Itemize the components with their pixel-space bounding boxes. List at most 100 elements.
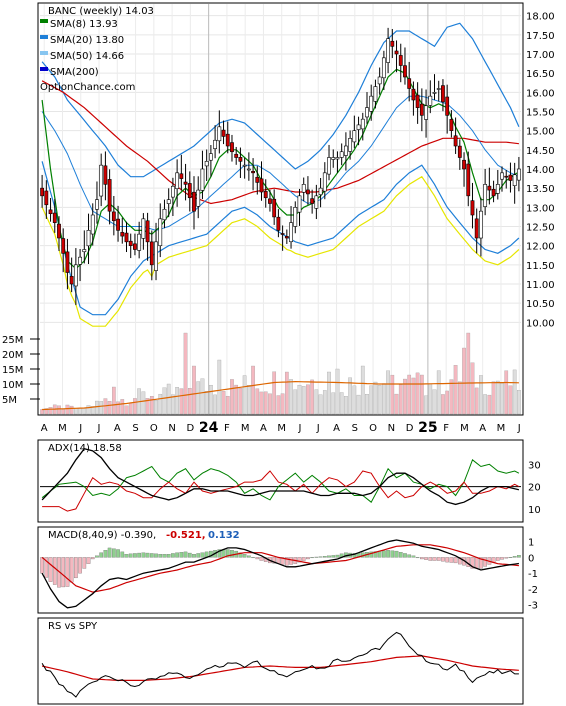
volume-bar [394,393,399,415]
volume-bar [462,347,466,415]
volume-bar [339,392,344,415]
macd-histogram-bar [386,550,390,558]
volume-bar [162,387,167,415]
volume-average-line [42,380,519,411]
macd-histogram-bar [289,557,293,565]
price-tick-label: 11.00 [526,280,555,291]
month-label: M [241,423,250,434]
candle-body [44,190,49,206]
candle-body [272,198,277,218]
macd-histogram-bar [415,557,420,559]
macd-histogram-bar [445,557,449,563]
adx-area: 30 20 10 [40,447,541,516]
candle-body [225,133,230,147]
macd-histogram-bar [428,557,433,561]
candle-body [171,185,175,198]
volume-bar [377,385,382,415]
candle-body [327,157,331,175]
candle-body [73,264,78,287]
month-label: O [150,423,158,434]
macd-histogram-bar [314,556,319,558]
candle-body [500,172,504,180]
macd-histogram-bar [479,557,483,569]
volume-bar [200,378,205,415]
candle-body [137,233,142,251]
macd-histogram-bar [322,556,327,558]
sma50-line [41,80,519,205]
candle-body [166,199,171,204]
candle-body [179,173,184,179]
candle-body [200,168,205,191]
volume-bar [390,374,395,415]
volume-bar [99,401,104,415]
volume-bar [259,391,264,415]
macd-histogram-bar [398,552,403,558]
adx-minus-di-line [42,470,520,512]
macd-histogram-bar [99,552,104,558]
macd-histogram-bar [44,557,49,578]
macd-histogram-bar [120,551,125,558]
macd-signal-line [41,544,519,593]
candle-body [474,218,479,239]
volume-bar [293,389,298,415]
macd-histogram-bar [95,555,99,558]
candle-body [208,153,213,161]
legend-sma20: SMA(20) 13.80 [50,35,124,46]
macd-histogram-bar [453,557,458,564]
candle-body [419,103,424,116]
candle-body [398,55,403,66]
volume-bar [154,400,158,415]
rs-label: RS vs SPY [48,621,98,632]
volume-bar [284,371,289,415]
price-tick-label: 15.50 [526,108,555,119]
candle-body [284,236,289,239]
candle-body [365,107,369,118]
volume-bar [407,374,412,415]
candle-body [175,172,180,190]
macd-histogram-bar [145,552,150,558]
legend-swatch-sma200 [40,67,48,71]
volume-bar [327,371,331,415]
volume-bar [128,402,133,415]
macd-histogram-bar [183,551,188,558]
macd-histogram-bar [407,554,412,558]
volume-bar [360,365,365,415]
candle-body [230,142,234,153]
rs-average-line [41,655,519,682]
candle-body [339,151,344,158]
candle-body [217,126,222,142]
volume-bar [57,405,61,415]
candle-body [162,208,167,221]
macd-histogram-bar [441,557,445,562]
volume-tick-label: 15M [2,365,23,376]
legend-swatch-sma20 [40,35,48,39]
price-tick-label: 13.00 [526,203,555,214]
candle-body [360,118,365,130]
month-label: D [187,423,195,434]
volume-bar [280,393,285,415]
volume-bar [479,375,483,415]
macd-tick-label: 0 [528,553,534,564]
x-axis: A M J J A S O N D 24 F M A M J J A S O N D 25 F M A M J [41,420,521,436]
price-tick-label: 14.00 [526,165,555,176]
macd-histogram-bar [504,557,509,559]
macd-histogram-bar [65,557,70,587]
macd-tick-label: -1 [528,569,538,580]
volume-bar [491,381,496,415]
volume-bar [348,377,352,415]
candle-body [348,138,353,152]
volume-bar [335,368,340,415]
candle-body [263,191,268,199]
price-tick-label: 16.00 [526,88,555,99]
month-label: J [316,423,320,434]
volume-bar [365,394,369,415]
volume-bar [466,332,471,415]
candle-body [78,256,82,265]
candle-body [373,86,378,102]
volume-bar [517,390,521,415]
candle-body [103,165,108,185]
macd-histogram-bar [457,557,462,565]
month-label: O [369,423,377,434]
macd-histogram-bar [116,549,120,558]
volume-bar [420,374,424,415]
